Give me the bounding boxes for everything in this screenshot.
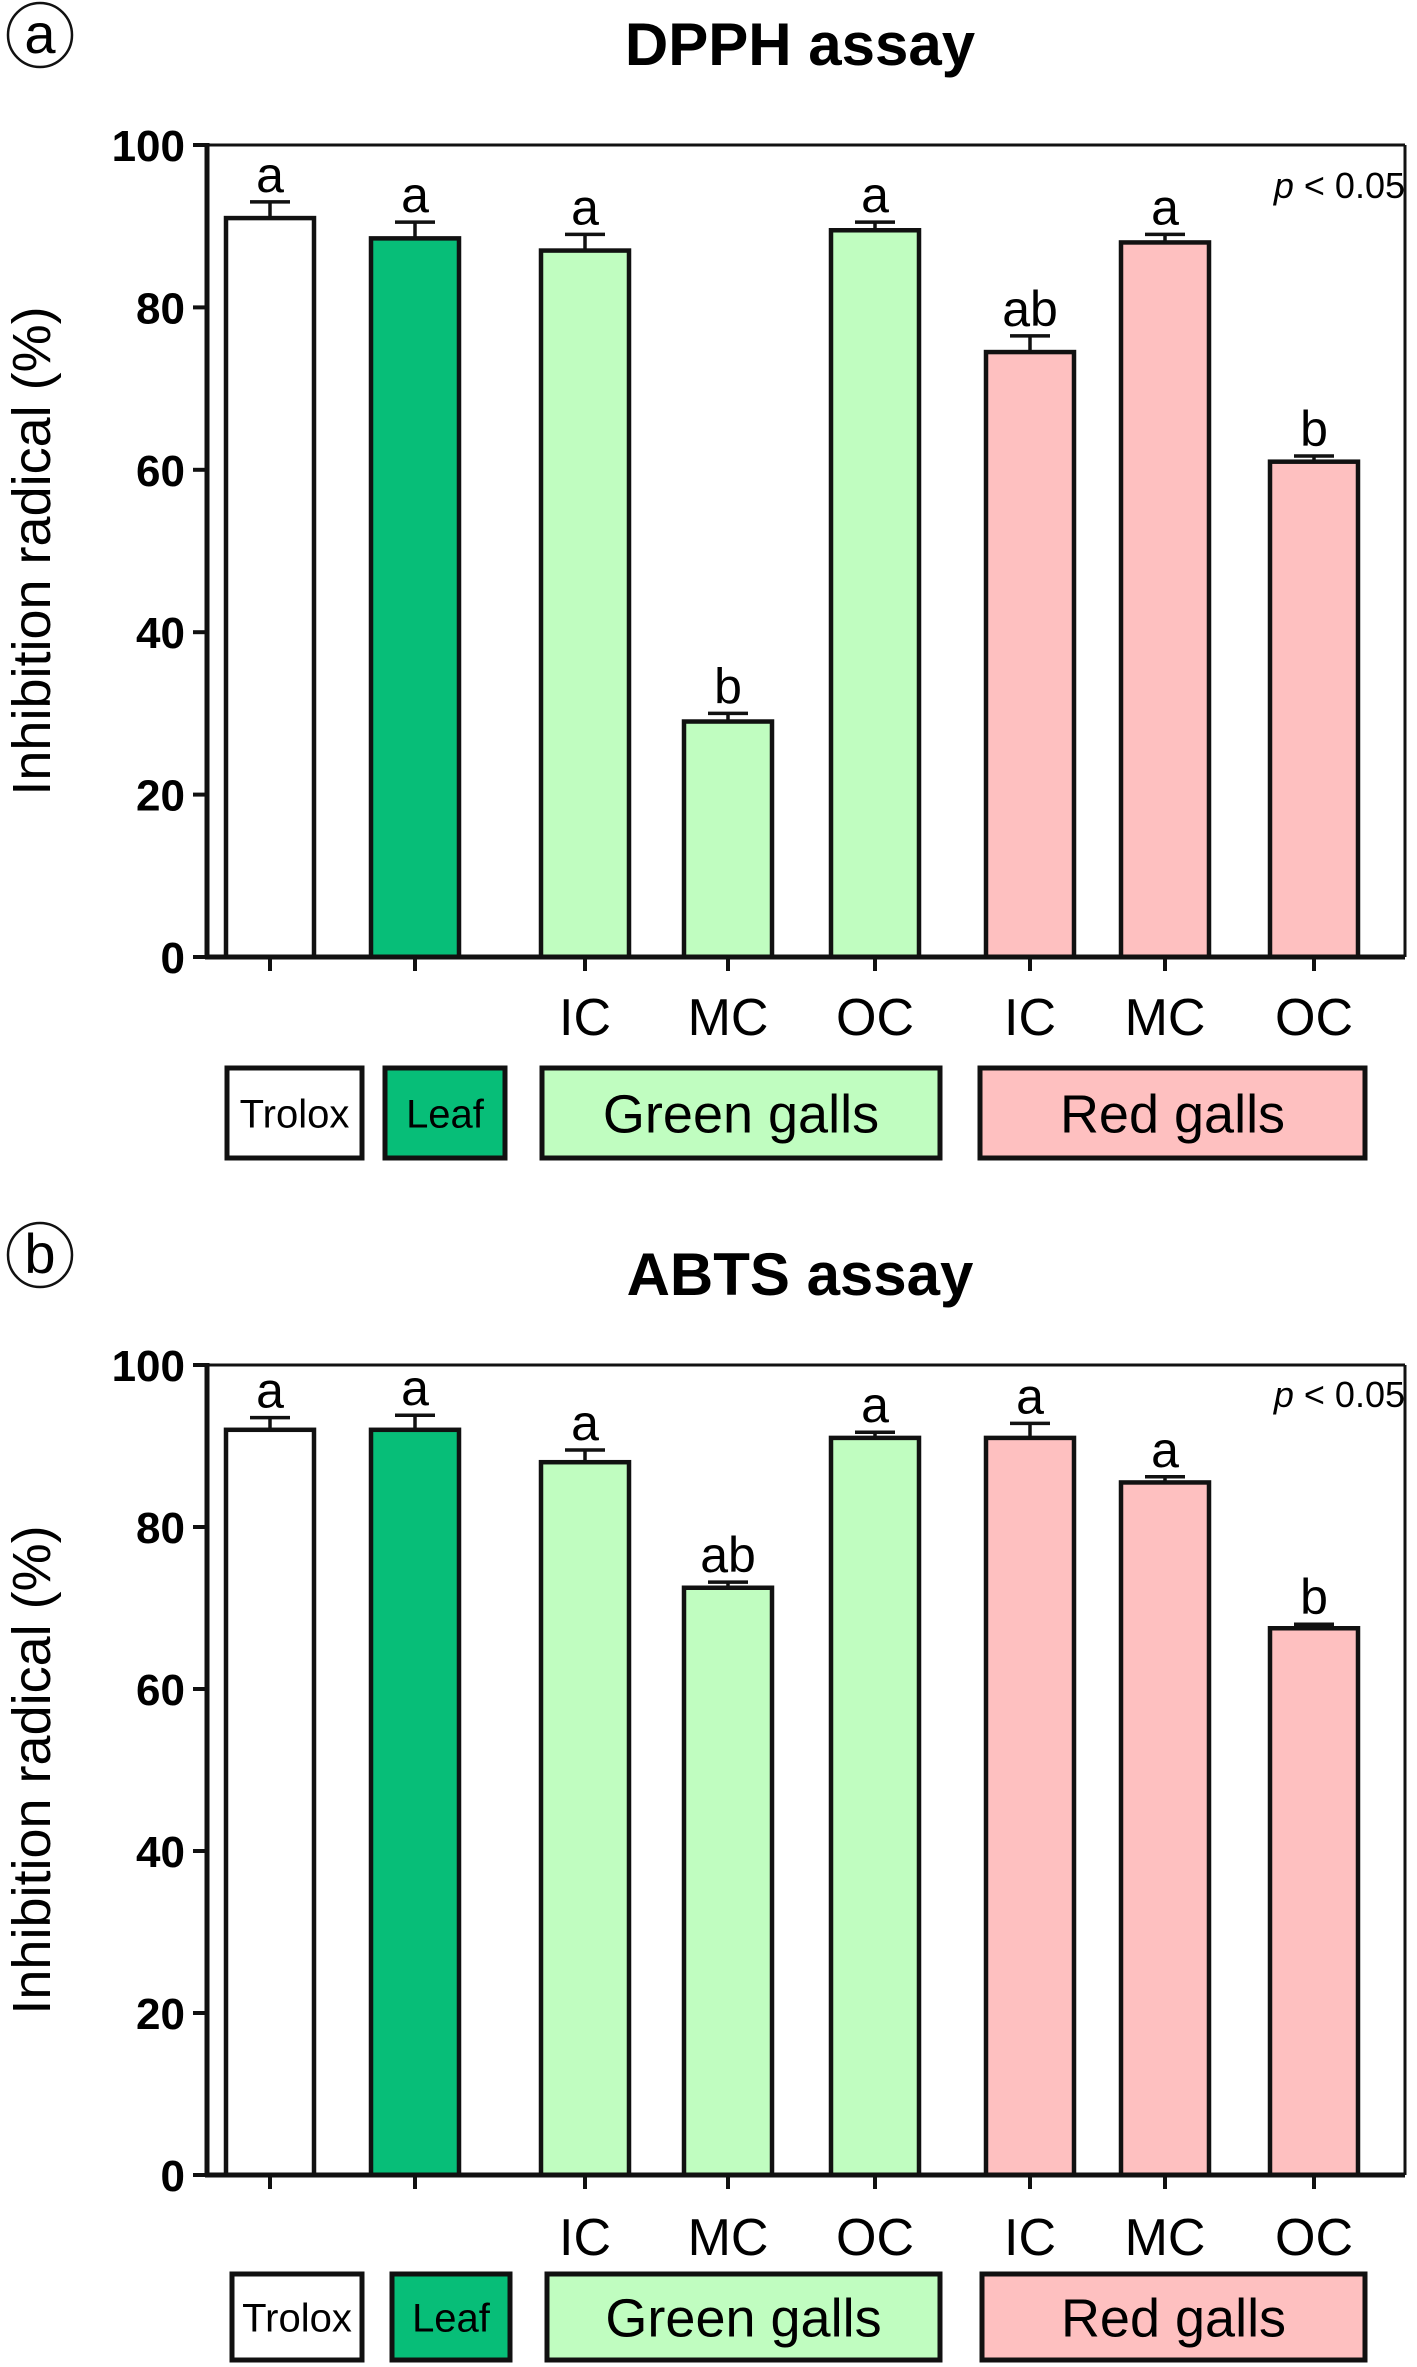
y-tick-label: 20 [136,1990,185,2039]
x-tick-label: OC [1275,2209,1353,2267]
legend-box [229,2271,365,2363]
bar [1118,1480,1212,2178]
x-tick-label: OC [836,989,914,1047]
bar [828,1435,922,2178]
significance-letter: b [1300,401,1328,457]
y-tick-label: 60 [136,447,185,496]
legend-label: Red galls [1060,1084,1285,1144]
significance-letter: a [861,1377,889,1433]
p-threshold: < 0.05 [1294,165,1405,206]
x-tick-label: IC [559,2209,611,2267]
x-tick-label: IC [1004,989,1056,1047]
significance-letter: a [401,1360,429,1416]
significance-letter: a [571,179,599,235]
significance-letter: b [714,658,742,714]
x-tick-label: MC [1125,989,1206,1047]
x-tick-label: MC [688,2209,769,2267]
x-tick-label: MC [1125,2209,1206,2267]
bar [538,248,632,960]
significance-letter: ab [1002,281,1058,337]
legend-label: Red galls [1061,2288,1286,2348]
legend-label: Trolox [240,1092,350,1136]
p-threshold: < 0.05 [1294,1374,1405,1415]
y-tick-label: 60 [136,1666,185,1715]
significance-letter: ab [700,1527,756,1583]
y-tick-label: 80 [136,284,185,333]
x-tick-label: MC [688,989,769,1047]
significance-letter: a [571,1395,599,1451]
p-value-annotation: p < 0.05 [1273,1374,1405,1415]
p-symbol: p [1273,1374,1294,1415]
y-tick-label: 20 [136,772,185,821]
panel-letter: a [24,2,56,65]
legend-label: Trolox [242,2296,352,2340]
bar [1118,240,1212,960]
legend-box [389,2271,513,2363]
legend-label: Leaf [406,1092,485,1136]
p-symbol: p [1273,165,1294,206]
y-tick-label: 80 [136,1504,185,1553]
significance-letter: a [861,167,889,223]
legend-box [539,1065,943,1161]
x-tick-label: IC [559,989,611,1047]
legend-box [979,2271,1368,2363]
bar [828,228,922,960]
panel-letter-circle [6,1,74,69]
bar [223,1427,317,2178]
chart-panel-b: b ABTS assay Inhibition radical (%) p < 0.0… [2,1221,1407,2363]
panel-letter-circle [6,1221,74,1289]
bar [681,1585,775,2178]
significance-letter: a [256,1363,284,1419]
legend-label: Green galls [603,1084,879,1144]
chart-title: ABTS assay [627,1241,974,1308]
y-tick-label: 40 [136,1828,185,1877]
x-tick-label: IC [1004,2209,1056,2267]
bar [983,349,1077,960]
panel-letter: b [24,1222,55,1285]
significance-letter: b [1300,1569,1328,1625]
bar [1267,459,1361,960]
bar [538,1459,632,2178]
significance-letter: a [256,147,284,203]
y-tick-label: 0 [161,934,185,983]
legend-box [224,1065,365,1161]
significance-letter: a [1151,1422,1179,1478]
bar [368,236,462,960]
significance-letter: a [1151,179,1179,235]
y-tick-label: 0 [161,2152,185,2201]
significance-letter: a [401,167,429,223]
bar [223,215,317,960]
y-axis-label: Inhibition radical (%) [2,306,62,795]
legend-box [977,1065,1368,1161]
legend-label: Green galls [605,2288,881,2348]
bar [983,1435,1077,2178]
legend-box [544,2271,943,2363]
legend-label: Leaf [412,2296,491,2340]
x-tick-label: OC [1275,989,1353,1047]
significance-letter: a [1016,1368,1044,1424]
y-tick-label: 100 [112,122,185,171]
bar [681,719,775,960]
chart-panel-a: a DPPH assay Inhibition radical (%) p < 0.0… [2,1,1407,1161]
x-tick-label: OC [836,2209,914,2267]
y-tick-label: 40 [136,609,185,658]
chart-title: DPPH assay [625,11,976,78]
legend-box [382,1065,508,1161]
bar [368,1427,462,2178]
y-axis-label: Inhibition radical (%) [2,1525,62,2014]
y-tick-label: 100 [112,1342,185,1391]
bar [1267,1626,1361,2178]
p-value-annotation: p < 0.05 [1273,165,1405,206]
